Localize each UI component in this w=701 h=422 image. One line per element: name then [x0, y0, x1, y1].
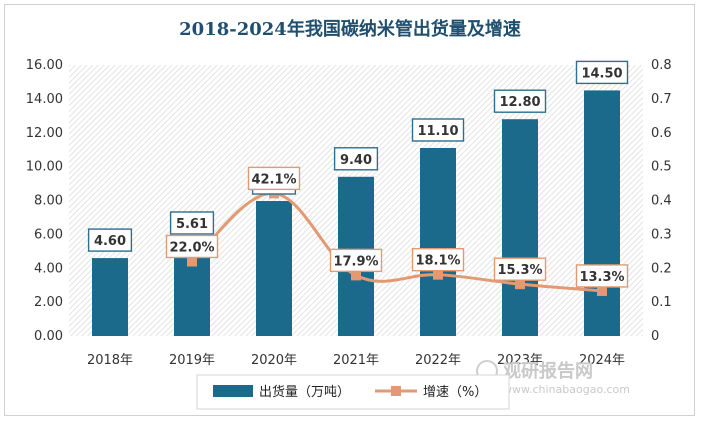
- growth-value-label-box: [165, 234, 219, 259]
- bar-value-label: 11.10: [411, 118, 465, 142]
- category-label: 2024年: [579, 353, 625, 368]
- bar: [420, 147, 456, 336]
- growth-value-label-text: 22.0%: [169, 240, 214, 255]
- growth-value-label: 18.1%: [411, 247, 465, 272]
- left-tick-label: 0.00: [34, 329, 63, 344]
- growth-value-label-box: [575, 264, 629, 288]
- growth-value-label-text: 42.1%: [251, 172, 296, 187]
- x-axis: 2018年 2019年 2020年 2021年 2022年 2023年 2024年: [87, 353, 625, 368]
- bar-value-label: 5.61: [169, 211, 215, 235]
- bar: [502, 119, 538, 336]
- growth-value-label: 17.9%: [329, 248, 383, 273]
- growth-value-label: 13.3%: [575, 264, 629, 288]
- growth-value-label: 15.3%: [493, 257, 547, 281]
- watermark-url: www.chinabaogao.com: [503, 383, 630, 396]
- right-tick-label: 0: [651, 329, 659, 344]
- chart-svg: 2018-2024年我国碳纳米管出货量及增速 0.00 2.00 4.00 6.00 8…: [26, 18, 672, 410]
- right-tick-label: 0.6: [651, 126, 672, 141]
- chart-frame: 2018-2024年我国碳纳米管出货量及增速 0.00 2.00 4.00 6.00 8…: [4, 4, 695, 416]
- growth-value-label-box: [493, 257, 547, 281]
- watermark-title: 观研报告网: [503, 360, 593, 382]
- growth-value-label-box: [411, 247, 465, 272]
- bar-value-label: 12.80: [493, 89, 547, 113]
- left-tick-label: 14.00: [26, 92, 63, 107]
- data-labels: 4.605.617.979.4011.1012.8014.5022.0%42.1…: [87, 60, 629, 288]
- growth-value-label: 42.1%: [247, 166, 301, 191]
- bar-value-label-text: 12.80: [499, 95, 540, 110]
- bar-value-label-box: [575, 60, 629, 85]
- left-tick-label: 2.00: [34, 295, 63, 310]
- bar-value-label: 14.50: [575, 60, 629, 85]
- bar-value-label-box: [333, 147, 379, 171]
- growth-value-label-text: 17.9%: [333, 254, 378, 269]
- bar-value-label-box: [169, 211, 215, 235]
- growth-value-label-box: [247, 166, 301, 191]
- legend-line-label: 增速（%）: [423, 385, 487, 400]
- bar: [92, 258, 128, 336]
- growth-value-label-text: 13.3%: [579, 270, 624, 285]
- growth-value-label-box: [329, 248, 383, 273]
- bar-value-label-text: 14.50: [581, 66, 622, 81]
- bar: [584, 90, 620, 336]
- bar-value-label-text: 11.10: [417, 124, 458, 139]
- growth-marker: [187, 256, 197, 267]
- right-axis: 0 0.1 0.2 0.3 0.4 0.5 0.6 0.7 0.8: [651, 58, 672, 344]
- bar: [256, 201, 292, 336]
- right-tick-label: 0.8: [651, 58, 672, 73]
- legend: 出货量（万吨） 增速（%）: [196, 374, 510, 410]
- right-tick-label: 0.3: [651, 227, 672, 242]
- bar-value-label-text: 5.61: [176, 217, 208, 232]
- bar-value-label-box: [411, 118, 465, 142]
- legend-bar-label: 出货量（万吨）: [259, 384, 350, 400]
- category-label: 2019年: [169, 353, 215, 368]
- bar-value-label: 9.40: [333, 147, 379, 171]
- growth-value-label-text: 18.1%: [415, 254, 460, 269]
- left-axis: 0.00 2.00 4.00 6.00 8.00 10.00 12.00 14.00 16.00: [26, 58, 63, 344]
- right-tick-label: 0.1: [651, 295, 672, 310]
- bar-value-label: 4.60: [87, 228, 133, 252]
- category-label: 2022年: [415, 353, 461, 368]
- right-tick-label: 0.5: [651, 160, 672, 175]
- left-tick-label: 8.00: [34, 194, 63, 209]
- right-tick-label: 0.2: [651, 261, 672, 276]
- category-label: 2023年: [497, 353, 543, 368]
- growth-value-label: 22.0%: [165, 234, 219, 259]
- bar-value-label-box: [87, 228, 133, 252]
- growth-marker: [597, 285, 607, 296]
- bar-value-label-box: [493, 89, 547, 113]
- growth-value-label-text: 15.3%: [497, 263, 542, 278]
- right-tick-label: 0.7: [651, 92, 672, 107]
- left-tick-label: 10.00: [26, 160, 63, 175]
- bar-value-label-text: 4.60: [94, 234, 126, 249]
- category-label: 2020年: [251, 353, 297, 368]
- bar-value-label-text: 9.40: [340, 153, 372, 168]
- watermark: 观研报告网 www.chinabaogao.com: [476, 360, 630, 396]
- left-tick-label: 12.00: [26, 126, 63, 141]
- chart-title: 2018-2024年我国碳纳米管出货量及增速: [179, 18, 521, 40]
- left-tick-label: 4.00: [34, 261, 63, 276]
- growth-marker: [351, 270, 361, 281]
- growth-marker: [515, 279, 525, 290]
- left-tick-label: 16.00: [26, 58, 63, 73]
- right-tick-label: 0.4: [651, 194, 672, 209]
- category-label: 2021年: [333, 353, 379, 368]
- growth-marker: [433, 269, 443, 280]
- legend-line-marker: [391, 386, 401, 396]
- legend-bar-swatch: [213, 385, 253, 397]
- left-tick-label: 6.00: [34, 227, 63, 242]
- category-label: 2018年: [87, 353, 133, 368]
